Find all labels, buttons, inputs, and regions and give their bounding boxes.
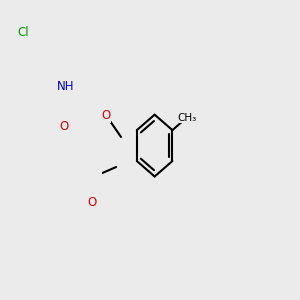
Text: CH₃: CH₃ xyxy=(177,113,196,123)
Text: O: O xyxy=(102,109,111,122)
Text: O: O xyxy=(87,196,97,209)
Text: Cl: Cl xyxy=(18,26,29,39)
Text: NH: NH xyxy=(57,80,74,93)
Text: O: O xyxy=(59,120,68,133)
